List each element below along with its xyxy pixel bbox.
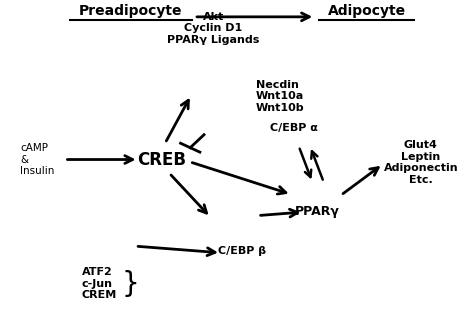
Text: cAMP
&
Insulin: cAMP & Insulin (20, 143, 55, 176)
Text: Necdin
Wnt10a
Wnt10b: Necdin Wnt10a Wnt10b (256, 80, 304, 113)
Text: Akt
Cyclin D1
PPARγ Ligands: Akt Cyclin D1 PPARγ Ligands (167, 12, 260, 45)
Text: }: } (121, 270, 139, 298)
Text: CREB: CREB (137, 150, 186, 168)
Text: PPARγ: PPARγ (295, 204, 339, 217)
Text: Glut4
Leptin
Adiponectin
Etc.: Glut4 Leptin Adiponectin Etc. (383, 140, 458, 185)
Text: C/EBP β: C/EBP β (218, 246, 266, 256)
Text: C/EBP α: C/EBP α (270, 123, 318, 133)
Text: ATF2
c-Jun
CREM: ATF2 c-Jun CREM (82, 267, 117, 300)
Text: Adipocyte: Adipocyte (328, 4, 406, 18)
Text: Preadipocyte: Preadipocyte (79, 4, 182, 18)
